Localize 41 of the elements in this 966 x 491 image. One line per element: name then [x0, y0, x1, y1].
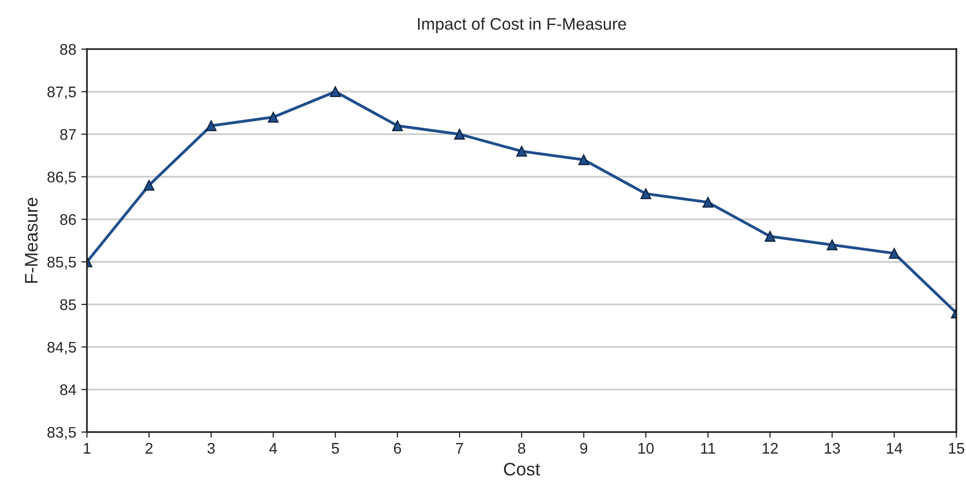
point	[330, 86, 341, 98]
x-tick-label: 11	[701, 443, 716, 454]
x-tick-label: 1	[84, 443, 90, 454]
x-tick-label: 15	[949, 443, 964, 454]
point	[888, 248, 900, 259]
x-tick-label: 10	[638, 442, 654, 454]
x-tick-label: 7	[456, 443, 464, 454]
x-tick-label: 13	[824, 442, 840, 454]
x-tick-label: 5	[332, 443, 339, 454]
point	[144, 180, 154, 191]
x-tick-label: 14	[886, 443, 902, 454]
point	[268, 112, 279, 123]
point	[640, 188, 652, 200]
x-tick-label: 12	[762, 442, 778, 454]
point	[764, 230, 776, 242]
y-tick-label: 85,5	[47, 256, 76, 270]
point	[392, 120, 403, 132]
y-axis-title: F-Measure	[25, 198, 38, 283]
point	[826, 239, 838, 250]
y-tick-label: 83,5	[47, 426, 76, 440]
point	[516, 146, 528, 157]
point	[578, 154, 590, 166]
x-tick-label: 6	[394, 442, 402, 454]
x-tick-label: 2	[146, 442, 153, 454]
y-tick-label: 88	[60, 44, 76, 55]
y-tick-label: 85	[60, 299, 76, 310]
x-tick-label: 3	[207, 442, 215, 454]
y-tick-label: 87,5	[47, 86, 76, 100]
point	[206, 120, 217, 132]
y-tick-label: 84	[60, 384, 76, 396]
y-tick-label: 86,5	[47, 172, 76, 184]
x-tick-label: 4	[269, 443, 278, 454]
chart-title: Impact of Cost in F-Measure	[418, 18, 626, 34]
x-tick-label: 8	[518, 442, 526, 454]
y-tick-label: 84,5	[47, 342, 76, 354]
y-tick-label: 87	[60, 129, 76, 140]
x-axis-title: Cost	[504, 462, 540, 476]
y-tick-label: 86	[60, 214, 76, 225]
point	[702, 196, 714, 208]
x-tick-label: 9	[580, 442, 588, 454]
point	[454, 128, 465, 140]
